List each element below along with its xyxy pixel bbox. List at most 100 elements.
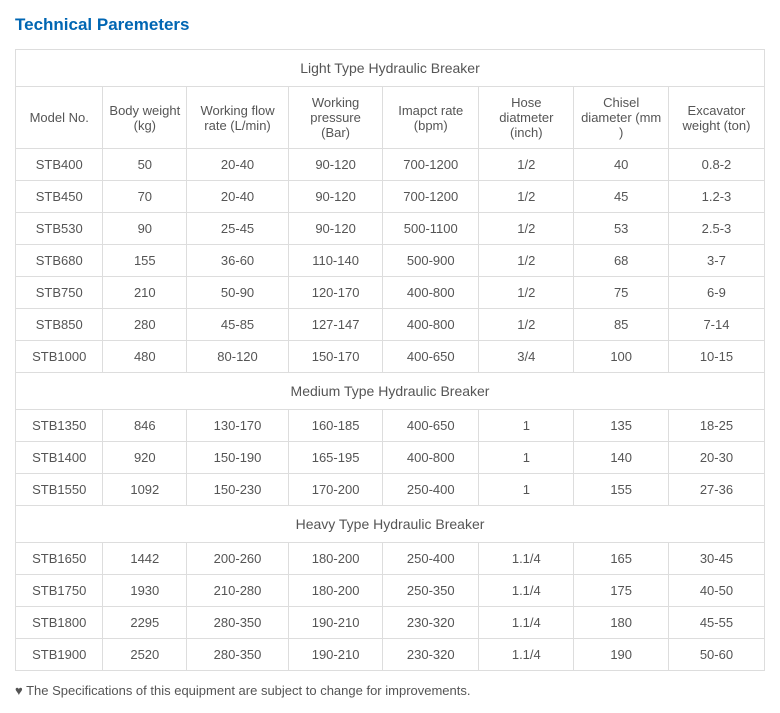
table-row: STB100048080-120150-170400-6503/410010-1… (16, 341, 765, 373)
table-cell: 155 (574, 474, 668, 506)
table-cell: 90-120 (288, 149, 382, 181)
table-cell: 80-120 (187, 341, 289, 373)
table-cell: 400-800 (383, 277, 479, 309)
table-cell: 1092 (103, 474, 187, 506)
column-header: Body weight (kg) (103, 87, 187, 149)
table-cell: 170-200 (288, 474, 382, 506)
specs-table: Light Type Hydraulic BreakerModel No.Bod… (15, 49, 765, 671)
table-cell: 100 (574, 341, 668, 373)
table-cell: STB1400 (16, 442, 103, 474)
table-cell: 1/2 (479, 181, 574, 213)
table-cell: 1/2 (479, 309, 574, 341)
table-cell: 1/2 (479, 213, 574, 245)
table-cell: 500-1100 (383, 213, 479, 245)
table-cell: 20-30 (668, 442, 764, 474)
table-cell: 1.2-3 (668, 181, 764, 213)
table-cell: 30-45 (668, 543, 764, 575)
section-header: Light Type Hydraulic Breaker (16, 50, 765, 87)
table-cell: 150-190 (187, 442, 289, 474)
table-cell: STB1350 (16, 410, 103, 442)
table-cell: STB530 (16, 213, 103, 245)
table-cell: 180 (574, 607, 668, 639)
table-cell: 155 (103, 245, 187, 277)
table-cell: 1/2 (479, 245, 574, 277)
table-cell: 3-7 (668, 245, 764, 277)
table-cell: 20-40 (187, 149, 289, 181)
table-cell: 250-400 (383, 474, 479, 506)
table-row: STB5309025-4590-120500-11001/2532.5-3 (16, 213, 765, 245)
table-cell: 2520 (103, 639, 187, 671)
table-cell: 280-350 (187, 639, 289, 671)
column-header: Working pressure (Bar) (288, 87, 382, 149)
table-cell: STB1900 (16, 639, 103, 671)
table-cell: 90-120 (288, 181, 382, 213)
table-row: STB15501092150-230170-200250-400115527-3… (16, 474, 765, 506)
table-cell: 75 (574, 277, 668, 309)
table-row: STB1400920150-190165-195400-800114020-30 (16, 442, 765, 474)
table-cell: 700-1200 (383, 181, 479, 213)
table-cell: 165 (574, 543, 668, 575)
table-cell: STB1550 (16, 474, 103, 506)
table-cell: 150-170 (288, 341, 382, 373)
table-cell: STB1000 (16, 341, 103, 373)
table-cell: 20-40 (187, 181, 289, 213)
table-cell: 190-210 (288, 639, 382, 671)
table-cell: STB450 (16, 181, 103, 213)
table-cell: 175 (574, 575, 668, 607)
table-cell: 250-400 (383, 543, 479, 575)
table-cell: 50-90 (187, 277, 289, 309)
table-cell: 500-900 (383, 245, 479, 277)
table-cell: 110-140 (288, 245, 382, 277)
table-cell: 1.1/4 (479, 543, 574, 575)
table-row: STB4507020-4090-120700-12001/2451.2-3 (16, 181, 765, 213)
column-header: Model No. (16, 87, 103, 149)
page-title: Technical Paremeters (15, 15, 765, 35)
table-cell: 1442 (103, 543, 187, 575)
table-cell: 10-15 (668, 341, 764, 373)
table-cell: 150-230 (187, 474, 289, 506)
table-cell: 230-320 (383, 639, 479, 671)
table-cell: 400-800 (383, 442, 479, 474)
column-header: Working flow rate (L/min) (187, 87, 289, 149)
table-cell: 127-147 (288, 309, 382, 341)
table-cell: 280 (103, 309, 187, 341)
table-cell: 0.8-2 (668, 149, 764, 181)
table-cell: 90-120 (288, 213, 382, 245)
table-cell: 90 (103, 213, 187, 245)
table-cell: STB1750 (16, 575, 103, 607)
table-cell: 920 (103, 442, 187, 474)
table-cell: 45 (574, 181, 668, 213)
table-cell: 50-60 (668, 639, 764, 671)
table-row: STB17501930210-280180-200250-3501.1/4175… (16, 575, 765, 607)
footnote: ♥ The Specifications of this equipment a… (15, 683, 765, 698)
table-cell: 846 (103, 410, 187, 442)
table-cell: 1.1/4 (479, 639, 574, 671)
table-cell: 120-170 (288, 277, 382, 309)
table-cell: 18-25 (668, 410, 764, 442)
table-cell: 3/4 (479, 341, 574, 373)
table-cell: 280-350 (187, 607, 289, 639)
table-cell: 700-1200 (383, 149, 479, 181)
table-cell: 36-60 (187, 245, 289, 277)
table-row: STB19002520280-350190-210230-3201.1/4190… (16, 639, 765, 671)
table-row: STB75021050-90120-170400-8001/2756-9 (16, 277, 765, 309)
table-cell: 45-85 (187, 309, 289, 341)
table-cell: STB1650 (16, 543, 103, 575)
table-cell: 1.1/4 (479, 607, 574, 639)
table-cell: STB850 (16, 309, 103, 341)
table-cell: 165-195 (288, 442, 382, 474)
table-cell: 68 (574, 245, 668, 277)
table-cell: 1 (479, 442, 574, 474)
table-cell: 190 (574, 639, 668, 671)
table-cell: 130-170 (187, 410, 289, 442)
table-row: STB85028045-85127-147400-8001/2857-14 (16, 309, 765, 341)
section-header: Medium Type Hydraulic Breaker (16, 373, 765, 410)
column-header: Chisel diameter (mm ) (574, 87, 668, 149)
table-cell: 1/2 (479, 277, 574, 309)
table-cell: 250-350 (383, 575, 479, 607)
table-cell: 40 (574, 149, 668, 181)
table-cell: 180-200 (288, 575, 382, 607)
table-cell: 1 (479, 410, 574, 442)
table-cell: STB400 (16, 149, 103, 181)
table-cell: 135 (574, 410, 668, 442)
